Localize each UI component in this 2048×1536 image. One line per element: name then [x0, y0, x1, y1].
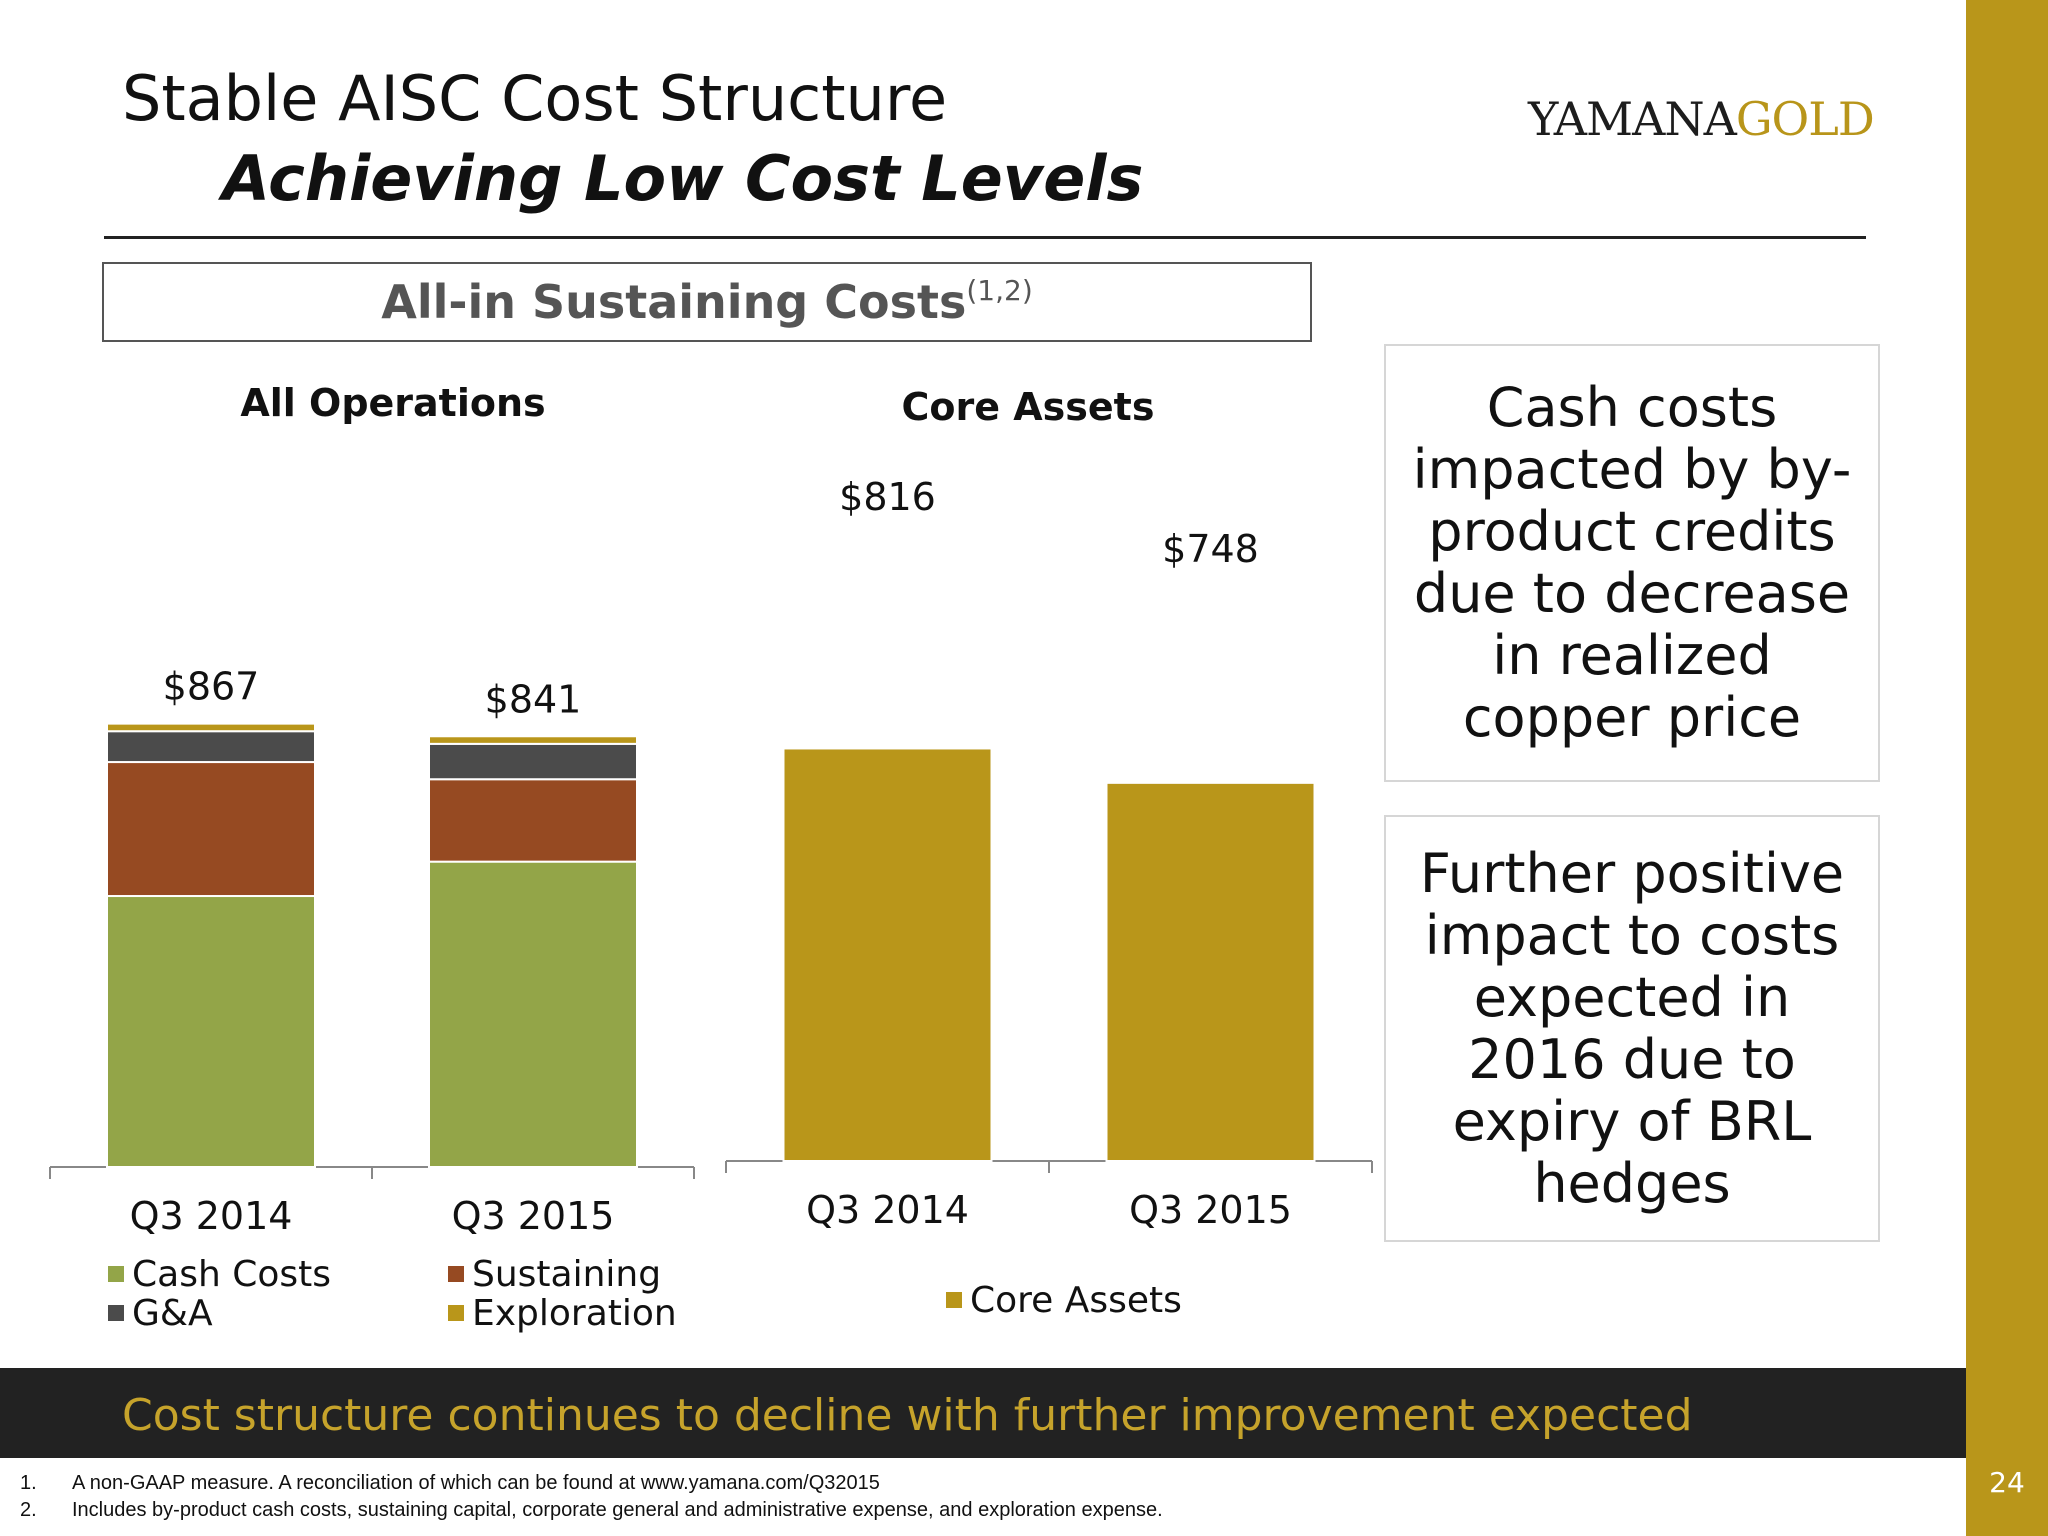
- callout-1-line: due to decrease: [1413, 562, 1851, 625]
- legend-swatch: [946, 1292, 962, 1308]
- bar-core-assets: [1105, 781, 1316, 1162]
- footnote-number: 2.: [20, 1499, 37, 1521]
- legend-swatch: [108, 1266, 124, 1282]
- bar-exploration: [106, 722, 316, 733]
- callout-1-line: in realized: [1492, 624, 1772, 687]
- legend-label: Exploration: [472, 1293, 677, 1334]
- key-message-text: Cost structure continues to decline with…: [122, 1390, 1693, 1441]
- legend-label: G&A: [132, 1293, 213, 1334]
- slide-title: Stable AISC Cost Structure: [122, 62, 948, 135]
- aisc-heading-footnote-ref: (1,2): [966, 274, 1033, 307]
- data-label: $867: [163, 665, 260, 709]
- page-number: 24: [1989, 1466, 2025, 1499]
- footnote-1: 1. A non-GAAP measure. A reconciliation o…: [20, 1472, 880, 1495]
- footnote-text: A non-GAAP measure. A reconciliation of …: [72, 1472, 880, 1494]
- aisc-heading-text: All-in Sustaining Costs: [381, 275, 967, 329]
- x-tick-label: Q3 2014: [130, 1194, 293, 1238]
- bar-exploration: [428, 735, 638, 745]
- x-tick-label: Q3 2014: [806, 1188, 969, 1232]
- legend-swatch: [448, 1305, 464, 1321]
- side-accent-bar: [1966, 0, 2048, 1536]
- callout-brl-hedges: Further positive impact to costs expecte…: [1384, 815, 1880, 1242]
- legend-label: Core Assets: [970, 1280, 1182, 1321]
- legend-swatch: [108, 1305, 124, 1321]
- bar-g-a: [428, 742, 638, 781]
- callout-2-line: 2016 due to: [1468, 1027, 1796, 1091]
- core-assets-chart: Core Assets $816 Q3 2014 $748 Q3 2015 Core As…: [725, 385, 1373, 1321]
- footnote-number: 1.: [20, 1472, 37, 1494]
- bar-sustaining: [428, 778, 638, 863]
- legend-swatch: [448, 1266, 464, 1282]
- footnote-text: Includes by-product cash costs, sustaini…: [72, 1499, 1163, 1521]
- callout-by-product-credits: Cash costs impacted by by- product credi…: [1384, 344, 1880, 782]
- legend-label: Sustaining: [472, 1254, 661, 1295]
- title-divider: [104, 236, 1866, 239]
- callout-2-line: hedges: [1533, 1151, 1731, 1215]
- bar-core-assets: [782, 747, 993, 1162]
- callout-1-line: product credits: [1428, 500, 1836, 563]
- data-label: $841: [485, 677, 582, 721]
- data-label: $816: [839, 475, 936, 519]
- x-tick-label: Q3 2015: [452, 1194, 615, 1238]
- legend-label: Cash Costs: [132, 1254, 331, 1295]
- yamana-gold-logo: YAMANAGOLD: [1528, 92, 1875, 146]
- logo-yamana-text: YAMANA: [1528, 92, 1737, 146]
- data-label: $748: [1162, 527, 1259, 571]
- bar-cash-costs: [428, 860, 638, 1169]
- callout-1-line: Cash costs: [1486, 376, 1778, 439]
- slide-subtitle: Achieving Low Cost Levels: [222, 142, 1144, 215]
- callout-2-line: impact to costs: [1424, 903, 1840, 967]
- bar-g-a: [106, 730, 316, 764]
- key-message-banner: [0, 1368, 1966, 1458]
- footnote-2: 2. Includes by-product cash costs, sustai…: [20, 1499, 1163, 1522]
- all-operations-chart: All Operations $867 Q3 2014 $841 Q3 2015 Cash…: [49, 381, 695, 1334]
- callout-2-line: Further positive: [1419, 841, 1845, 905]
- callout-2-line: expected in: [1473, 965, 1791, 1029]
- callout-1-line: impacted by by-: [1412, 438, 1852, 501]
- chart-title: Core Assets: [902, 385, 1155, 429]
- callout-2-line: expiry of BRL: [1452, 1089, 1812, 1153]
- chart-title: All Operations: [240, 381, 545, 425]
- x-tick-label: Q3 2015: [1129, 1188, 1292, 1232]
- aisc-heading-box: All-in Sustaining Costs(1,2): [102, 262, 1312, 342]
- logo-gold-text: GOLD: [1735, 92, 1875, 146]
- callout-1-line: copper price: [1462, 686, 1802, 749]
